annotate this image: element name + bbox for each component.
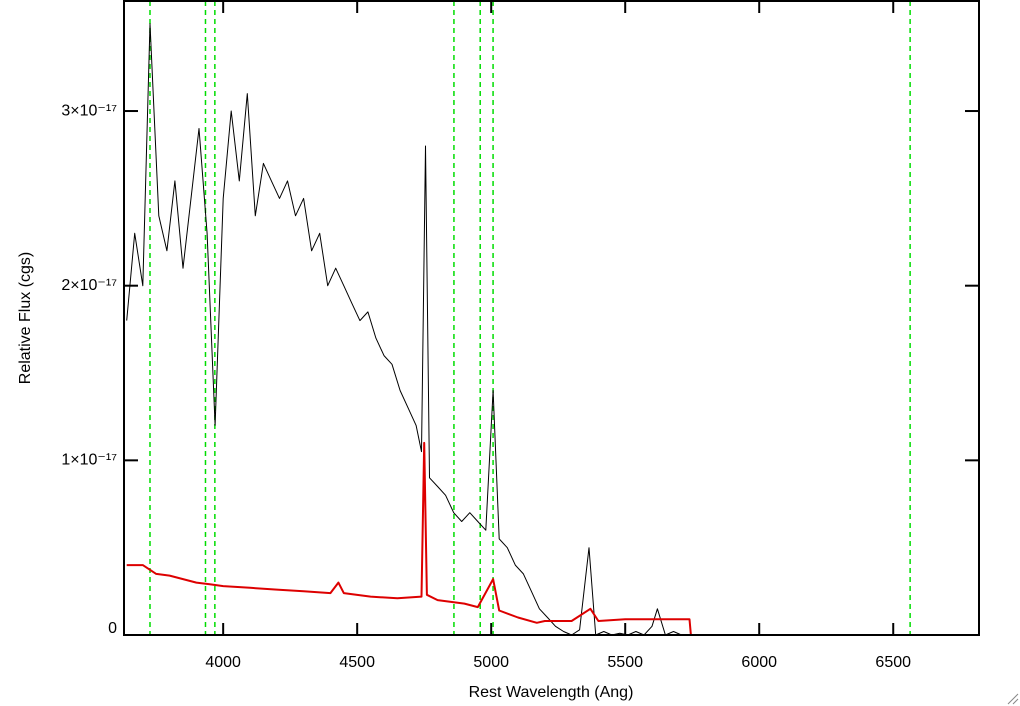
x-tick-label: 4000 — [205, 654, 241, 671]
x-tick-label: 5500 — [607, 654, 643, 671]
y-axis-label: Relative Flux (cgs) — [17, 252, 34, 384]
x-tick-label: 6500 — [875, 654, 911, 671]
x-tick-label: 5000 — [473, 654, 509, 671]
plot-frame — [123, 0, 980, 636]
x-tick-label: 4500 — [339, 654, 375, 671]
y-tick-label: 3×10⁻¹⁷ — [61, 102, 117, 119]
spectrum-line — [126, 441, 979, 636]
resize-grip — [1007, 693, 1019, 705]
y-tick-label: 1×10⁻¹⁷ — [61, 452, 117, 469]
y-tick-label: 0 — [108, 620, 117, 637]
spectrum-line — [126, 23, 690, 636]
x-axis-label: Rest Wavelength (Ang) — [469, 684, 634, 701]
y-tick-label: 2×10⁻¹⁷ — [61, 277, 117, 294]
x-tick-label: 6000 — [741, 654, 777, 671]
